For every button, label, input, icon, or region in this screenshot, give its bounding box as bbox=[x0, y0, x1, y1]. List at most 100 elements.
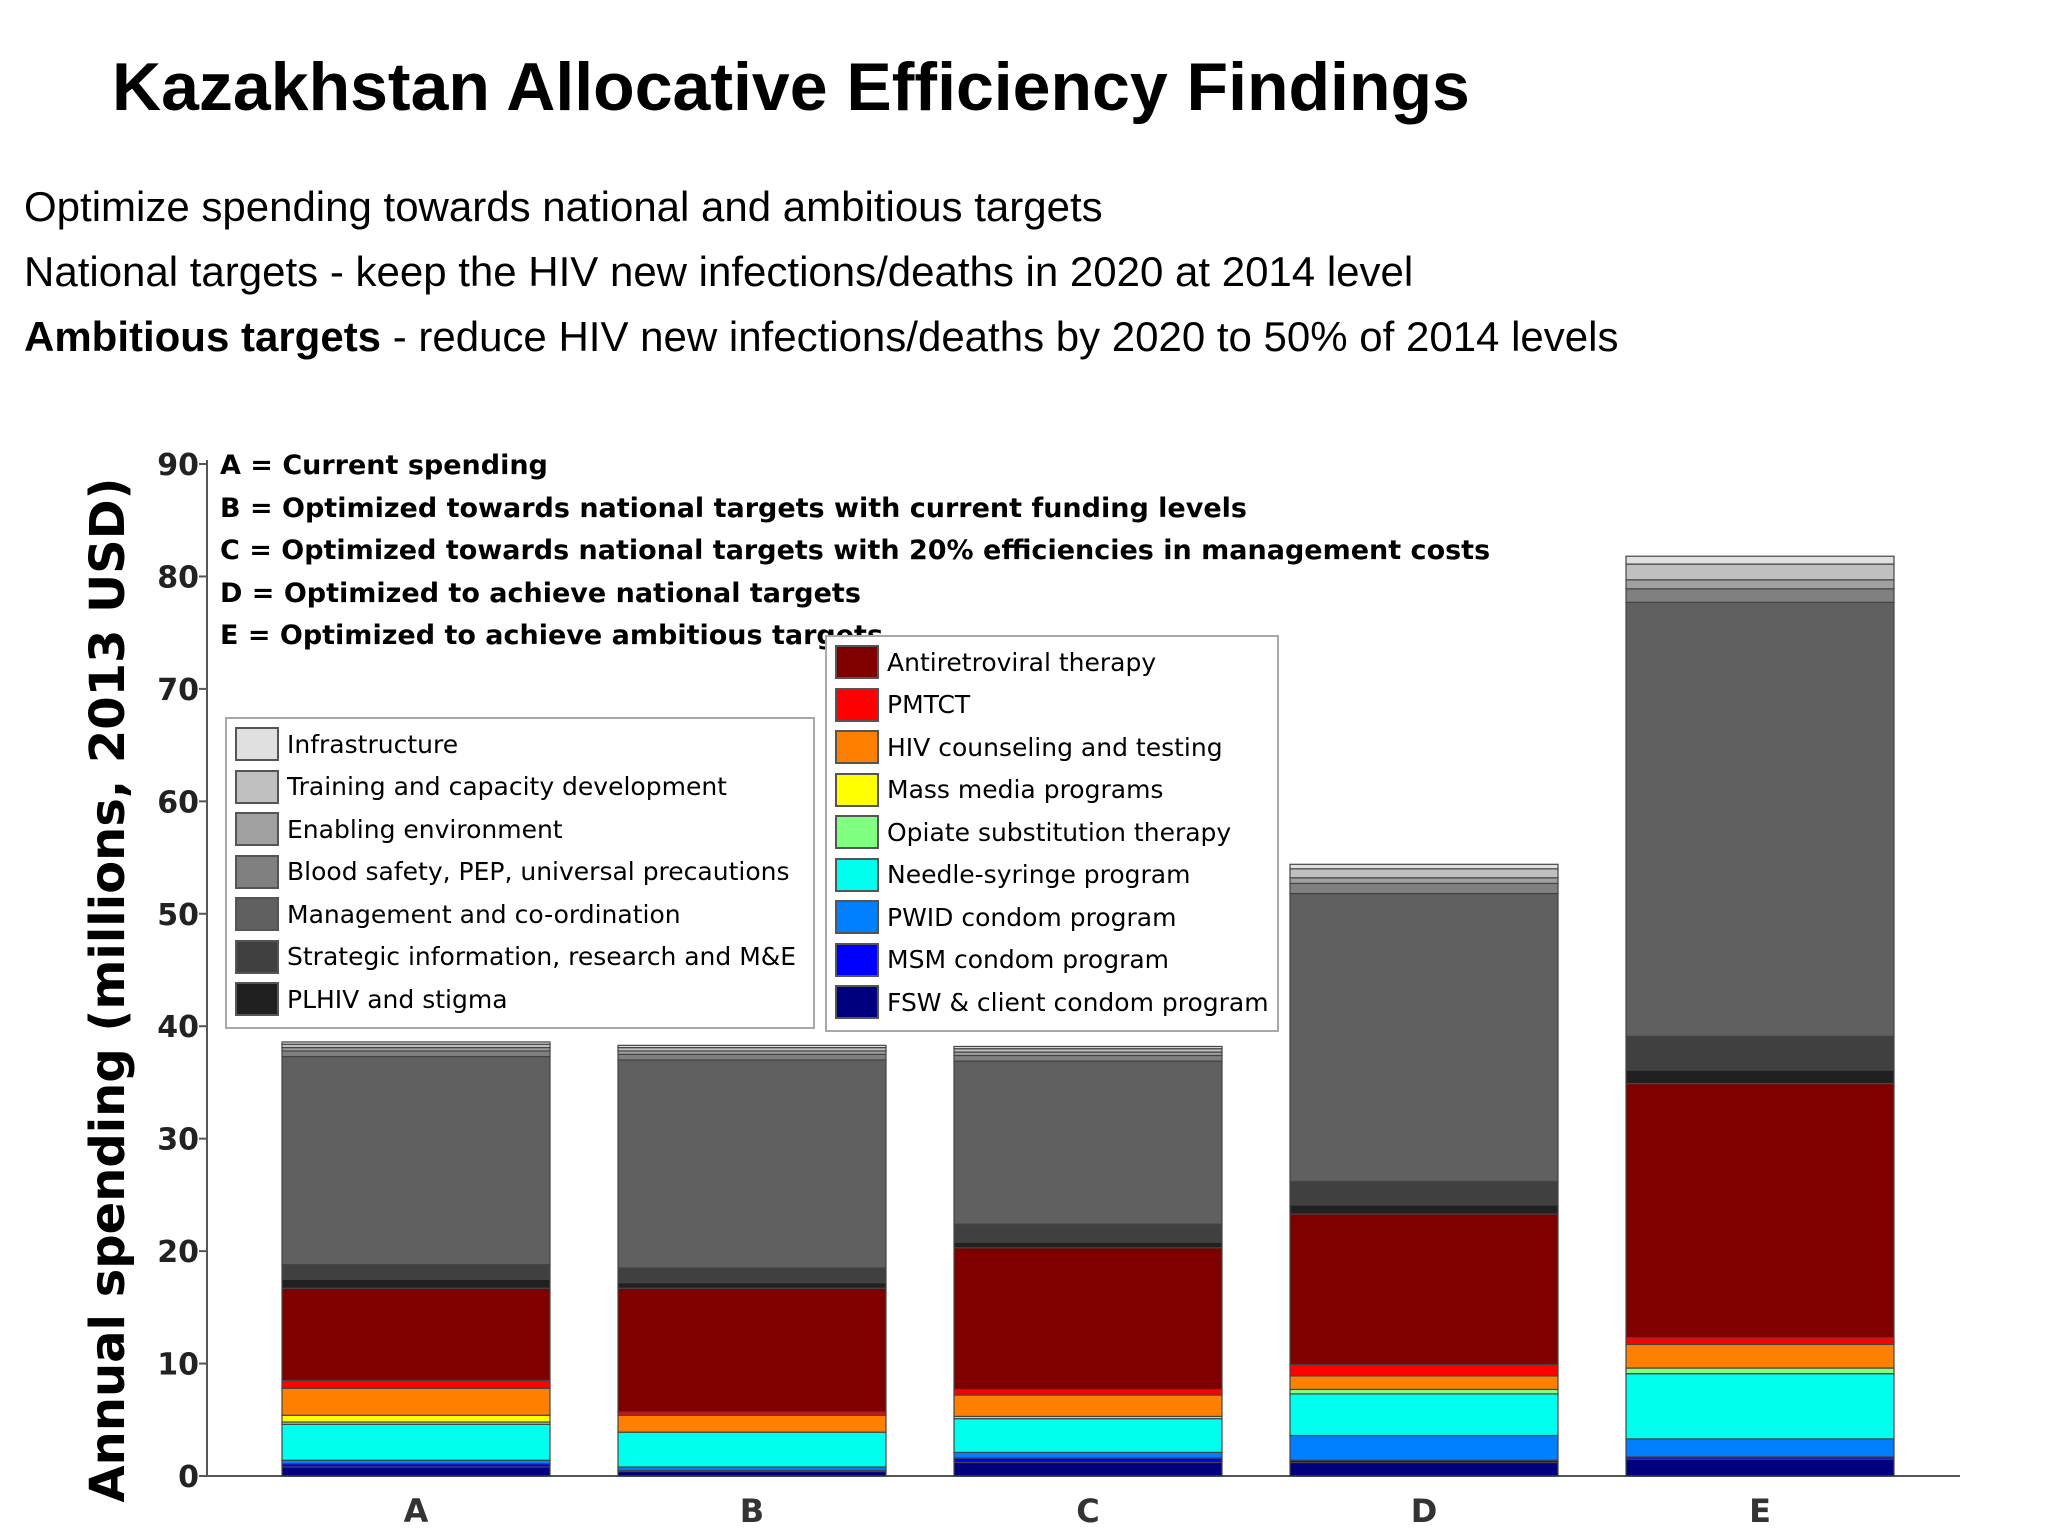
bar-segment bbox=[1289, 892, 1559, 1182]
legend-swatch bbox=[835, 687, 879, 722]
x-tick-label: C bbox=[1076, 1492, 1099, 1530]
legend-label: FSW & client condom program bbox=[887, 987, 1269, 1017]
bar-segment bbox=[281, 1387, 551, 1416]
ambitious-targets-label: Ambitious targets bbox=[24, 313, 382, 360]
y-tick-label: 80 bbox=[157, 560, 199, 595]
bar-segment bbox=[1625, 1458, 1895, 1477]
legend-label: Training and capacity development bbox=[287, 772, 727, 801]
bar-segment bbox=[281, 1423, 551, 1461]
bar-segment bbox=[617, 1059, 887, 1269]
legend-item: Infrastructure bbox=[235, 725, 458, 763]
subtitle-line-3: Ambitious targets - reduce HIV new infec… bbox=[24, 312, 1618, 362]
legend-item: Blood safety, PEP, universal precautions bbox=[235, 853, 790, 891]
legend-label: Opiate substitution therapy bbox=[887, 817, 1232, 847]
y-tick-label: 90 bbox=[157, 448, 199, 483]
bar-segment bbox=[1625, 1438, 1895, 1458]
bar-segment bbox=[1625, 1343, 1895, 1369]
legend-label: Infrastructure bbox=[287, 729, 459, 759]
bar-segment bbox=[1289, 1434, 1559, 1461]
page-title: Kazakhstan Allocative Efficiency Finding… bbox=[112, 49, 1470, 125]
bar-segment bbox=[1289, 877, 1559, 885]
bar-segment bbox=[281, 1466, 551, 1477]
bar-segment bbox=[281, 1050, 551, 1058]
legend-label: Antiretroviral therapy bbox=[887, 647, 1157, 677]
bar-segment bbox=[1625, 555, 1895, 565]
legend-item: Enabling environment bbox=[235, 810, 563, 848]
bar-segment bbox=[1289, 882, 1559, 895]
legend-cross-cutting: Infrastructure Training and capacity deve… bbox=[225, 717, 815, 1029]
x-tick-label: E bbox=[1749, 1492, 1771, 1530]
scenario-definition: D = Optimized to achieve national target… bbox=[220, 577, 861, 609]
legend-swatch bbox=[235, 939, 279, 974]
legend-swatch bbox=[835, 942, 879, 977]
y-tick-label: 30 bbox=[157, 1123, 199, 1158]
legend-item: Strategic information, research and M&E bbox=[235, 938, 796, 976]
x-tick-label: B bbox=[740, 1492, 764, 1530]
scenario-definition: C = Optimized towards national targets w… bbox=[220, 535, 1491, 566]
legend-item: Training and capacity development bbox=[235, 768, 727, 806]
subtitle-line-1: Optimize spending towards national and a… bbox=[24, 183, 1103, 230]
bar-segment bbox=[1289, 1388, 1559, 1395]
stacked-bar-chart: 0 10 20 30 40 50 60 70 80 90 A B C D E Annual spending… bbox=[0, 430, 2048, 1536]
legend-swatch bbox=[235, 769, 279, 804]
scenario-definition: E = Optimized to achieve ambitious targe… bbox=[220, 620, 884, 651]
subtitle-line-2: National targets - keep the HIV new infe… bbox=[24, 248, 1414, 295]
bar-segment bbox=[953, 1451, 1223, 1459]
bar-segment bbox=[953, 1045, 1223, 1050]
bar-segment bbox=[617, 1053, 887, 1061]
legend-label: Mass media programs bbox=[887, 775, 1164, 804]
scenario-definition: A = Current spending bbox=[220, 450, 548, 481]
x-tick-label: A bbox=[404, 1492, 429, 1530]
y-tick-label: 60 bbox=[157, 785, 199, 820]
legend-swatch bbox=[835, 857, 879, 892]
bar-segment bbox=[281, 1055, 551, 1266]
legend-item: Management and co-ordination bbox=[235, 895, 681, 933]
bar-segment bbox=[281, 1379, 551, 1389]
bar-segment bbox=[617, 1470, 887, 1477]
legend-swatch bbox=[235, 727, 279, 761]
legend-swatch bbox=[835, 815, 879, 849]
bar-segment bbox=[1289, 1204, 1559, 1215]
legend-label: Blood safety, PEP, universal precautions bbox=[287, 857, 790, 886]
bar-segment bbox=[617, 1044, 887, 1049]
bar-segment bbox=[1289, 1180, 1559, 1206]
bar-segment bbox=[617, 1281, 887, 1289]
legend-label: PMTCT bbox=[887, 690, 971, 719]
bar-segment bbox=[1625, 588, 1895, 603]
legend-item: FSW & client condom program bbox=[835, 983, 1269, 1021]
bar-segment bbox=[1625, 1035, 1895, 1071]
bar-segment bbox=[953, 1394, 1223, 1418]
bar-segment bbox=[1289, 1213, 1559, 1366]
legend-item: PWID condom program bbox=[835, 898, 1176, 936]
legend-label: PLHIV and stigma bbox=[287, 984, 508, 1014]
legend-swatch bbox=[835, 645, 879, 679]
legend-swatch bbox=[835, 772, 879, 807]
legend-swatch bbox=[235, 982, 279, 1016]
legend-item: Opiate substitution therapy bbox=[835, 813, 1231, 851]
bar-segment bbox=[953, 1461, 1223, 1477]
legend-swatch bbox=[235, 812, 279, 846]
bar-segment bbox=[281, 1414, 551, 1423]
legend-label: HIV counseling and testing bbox=[887, 732, 1223, 762]
bar-segment bbox=[281, 1041, 551, 1045]
bar-segment bbox=[953, 1241, 1223, 1249]
bar-segment bbox=[617, 1414, 887, 1433]
bar-segment bbox=[1625, 563, 1895, 581]
legend-swatch bbox=[835, 730, 879, 764]
bar-segment bbox=[1625, 1367, 1895, 1375]
y-tick-label: 20 bbox=[157, 1235, 199, 1270]
bar-segment bbox=[953, 1054, 1223, 1062]
legend-item: Antiretroviral therapy bbox=[835, 643, 1156, 681]
bar-segment bbox=[953, 1388, 1223, 1396]
y-tick-label: 40 bbox=[157, 1010, 199, 1045]
bar-segment bbox=[617, 1431, 887, 1468]
bar-segment bbox=[1625, 579, 1895, 590]
legend-item: Mass media programs bbox=[835, 771, 1163, 809]
bar-segment bbox=[1625, 1337, 1895, 1346]
bar-segment bbox=[1625, 1082, 1895, 1339]
ambitious-targets-text: - reduce HIV new infections/deaths by 20… bbox=[381, 313, 1619, 360]
legend-label: MSM condom program bbox=[887, 945, 1170, 974]
bar-segment bbox=[953, 1457, 1223, 1464]
bar-segment bbox=[953, 1223, 1223, 1243]
legend-item: MSM condom program bbox=[835, 941, 1169, 979]
